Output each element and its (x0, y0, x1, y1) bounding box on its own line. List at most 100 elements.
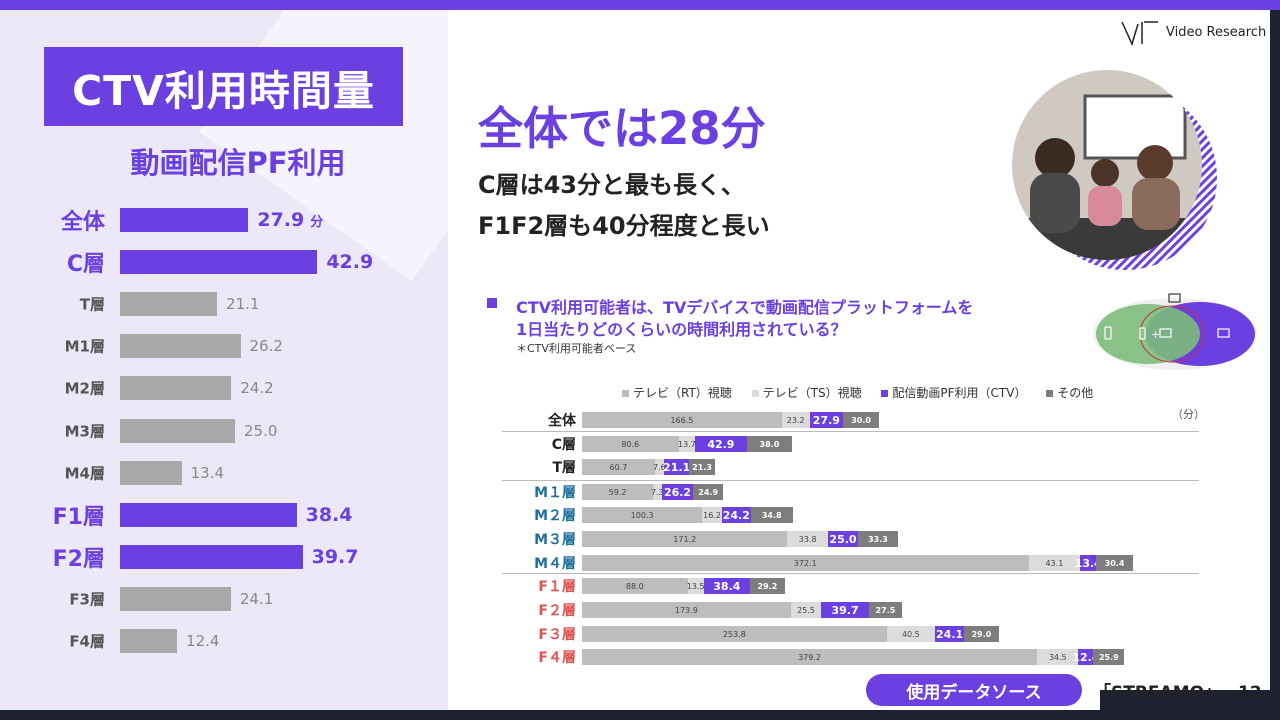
seg-other: 29.2 (749, 578, 785, 594)
left-row-value: 24.2 (240, 379, 274, 398)
left-row-label: F1層 (52, 504, 105, 530)
question-line-1: CTV利用可能者は、TVデバイスで動画配信プラットフォームを (516, 298, 974, 317)
seg-ctv: 25.0 (828, 531, 858, 547)
chart-row: F１層 88.0 13.5 38.4 29.2 (500, 578, 1200, 595)
left-row-bar (120, 250, 318, 275)
chart-group-separator (502, 573, 1199, 574)
chart-row-label: M２層 (534, 508, 576, 524)
seg-ctv: 27.9 (809, 412, 844, 428)
left-row: C層 42.9 (0, 245, 448, 279)
seg-tv-rt: 100.3 (582, 507, 703, 523)
seg-tv-ts: 40.5 (886, 626, 936, 642)
chart-group-separator (502, 431, 1199, 432)
page-number: 12 (1238, 683, 1262, 703)
chart-legend: テレビ（RT）視聴 テレビ（TS）視聴 配信動画PF利用（CTV） その他 (622, 384, 1109, 401)
seg-tv-rt: 80.6 (582, 436, 679, 452)
seg-tv-ts: 43.1 (1028, 555, 1081, 571)
seg-other: 30.4 (1096, 555, 1133, 571)
seg-ctv: 26.2 (661, 484, 694, 500)
seg-other: 34.8 (750, 507, 793, 523)
legend-item-ts: テレビ（TS）視聴 (751, 384, 862, 401)
left-row-bar (120, 208, 249, 232)
logo-text: Video Research (1166, 25, 1267, 40)
seg-other: 21.3 (689, 459, 715, 475)
left-row: F3層 24.1 (0, 582, 448, 616)
chart-row-label: F１層 (538, 579, 576, 595)
left-row: T層 21.1 (0, 287, 448, 321)
seg-tv-rt: 166.5 (582, 412, 782, 428)
chart-group-separator (502, 480, 1199, 481)
left-row-value: 13.4 (190, 463, 225, 482)
legend-item-other: その他 (1046, 384, 1093, 401)
question-note: ＊CTV利用可能者ベース (516, 342, 637, 355)
chart-row: F４層 379.2 34.5 12.4 25.9 (500, 649, 1200, 666)
seg-ctv: 13.4 (1074, 555, 1102, 571)
chart-row: M２層 100.3 16.2 24.2 34.8 (500, 507, 1200, 524)
legend-swatch-rt (622, 390, 629, 397)
left-row: M2層 24.2 (0, 371, 448, 405)
left-row-value: 26.2 (249, 337, 283, 356)
seg-tv-ts: 33.8 (787, 531, 828, 547)
left-row-label: C層 (66, 252, 105, 278)
chart-row: T層 60.7 7.6 21.1 21.3 (500, 459, 1200, 476)
seg-other: 25.9 (1093, 649, 1125, 665)
legend-item-ctv: 配信動画PF利用（CTV） (881, 384, 1026, 401)
left-row-bar (120, 334, 241, 359)
left-row-value: 39.7 (311, 545, 359, 568)
left-row-value: 25.0 (244, 421, 278, 440)
seg-ctv: 24.1 (935, 626, 965, 642)
seg-other: 33.3 (858, 531, 898, 547)
logo-mark-icon (1121, 21, 1158, 47)
seg-tv-ts: 23.2 (781, 412, 810, 428)
left-row-bar (120, 418, 235, 443)
chart-row: 全体 166.5 23.2 27.9 30.0 (500, 412, 1200, 429)
device-venn-diagram: + (1093, 293, 1257, 370)
left-row-label: F3層 (69, 590, 105, 609)
left-row-bar (120, 629, 178, 653)
seg-tv-ts: 13.5 (687, 578, 705, 594)
question-bullet-icon (487, 298, 497, 308)
seg-other: 29.0 (964, 626, 999, 642)
legend-swatch-ts (751, 390, 759, 397)
data-source-name: 「STREAMO」 (1094, 683, 1222, 703)
seg-tv-ts: 34.5 (1037, 649, 1079, 665)
chart-row: F３層 253.8 40.5 24.1 29.0 (500, 626, 1200, 643)
chart-row: F２層 173.9 25.5 39.7 27.5 (500, 602, 1200, 619)
footer-band (1100, 690, 1280, 720)
chart-unit-label: （分） (1172, 408, 1205, 421)
left-row-label: F4層 (69, 632, 105, 651)
chart-row-label: F４層 (538, 650, 576, 666)
left-row: 全体 27.9 分 (0, 203, 448, 237)
left-row-bar (120, 376, 232, 401)
left-row-bar (120, 502, 297, 527)
seg-tv-rt: 171.2 (582, 531, 788, 547)
seg-ctv: 42.9 (695, 436, 747, 452)
headline-sub-1: C層は43分と最も長く、 (478, 171, 746, 199)
left-row-label: M4層 (64, 464, 105, 483)
left-row: M1層 26.2 (0, 329, 448, 363)
left-row-label: M1層 (64, 337, 105, 356)
chart-row-label: 全体 (548, 413, 576, 429)
company-logo: Video Research (1120, 20, 1270, 48)
left-row: M4層 13.4 (0, 456, 448, 490)
headline-sub-2: F1F2層も40分程度と長い (478, 212, 770, 240)
left-row-label: F2層 (52, 546, 105, 572)
legend-label-ctv: 配信動画PF利用（CTV） (892, 386, 1027, 400)
left-row: F4層 12.4 (0, 624, 448, 658)
chart-row-label: M４層 (534, 556, 576, 572)
left-row-bar (120, 292, 218, 317)
chart-row-label: T層 (552, 460, 576, 476)
seg-tv-ts: 16.2 (702, 507, 722, 523)
left-row-value: 24.1 (239, 589, 274, 608)
seg-tv-rt: 173.9 (582, 602, 791, 618)
left-row-value: 42.9 (326, 251, 374, 274)
left-row-value: 38.4 (305, 503, 353, 526)
left-row-bar (120, 460, 182, 485)
left-row: F2層 39.7 (0, 540, 448, 574)
seg-tv-ts: 7.6 (653, 459, 666, 475)
left-row-label: M2層 (64, 379, 105, 398)
legend-swatch-other (1046, 390, 1054, 397)
headline: 全体では28分 (478, 102, 766, 155)
chart-row-label: F３層 (538, 627, 576, 643)
chart-row-label: F２層 (538, 603, 576, 619)
